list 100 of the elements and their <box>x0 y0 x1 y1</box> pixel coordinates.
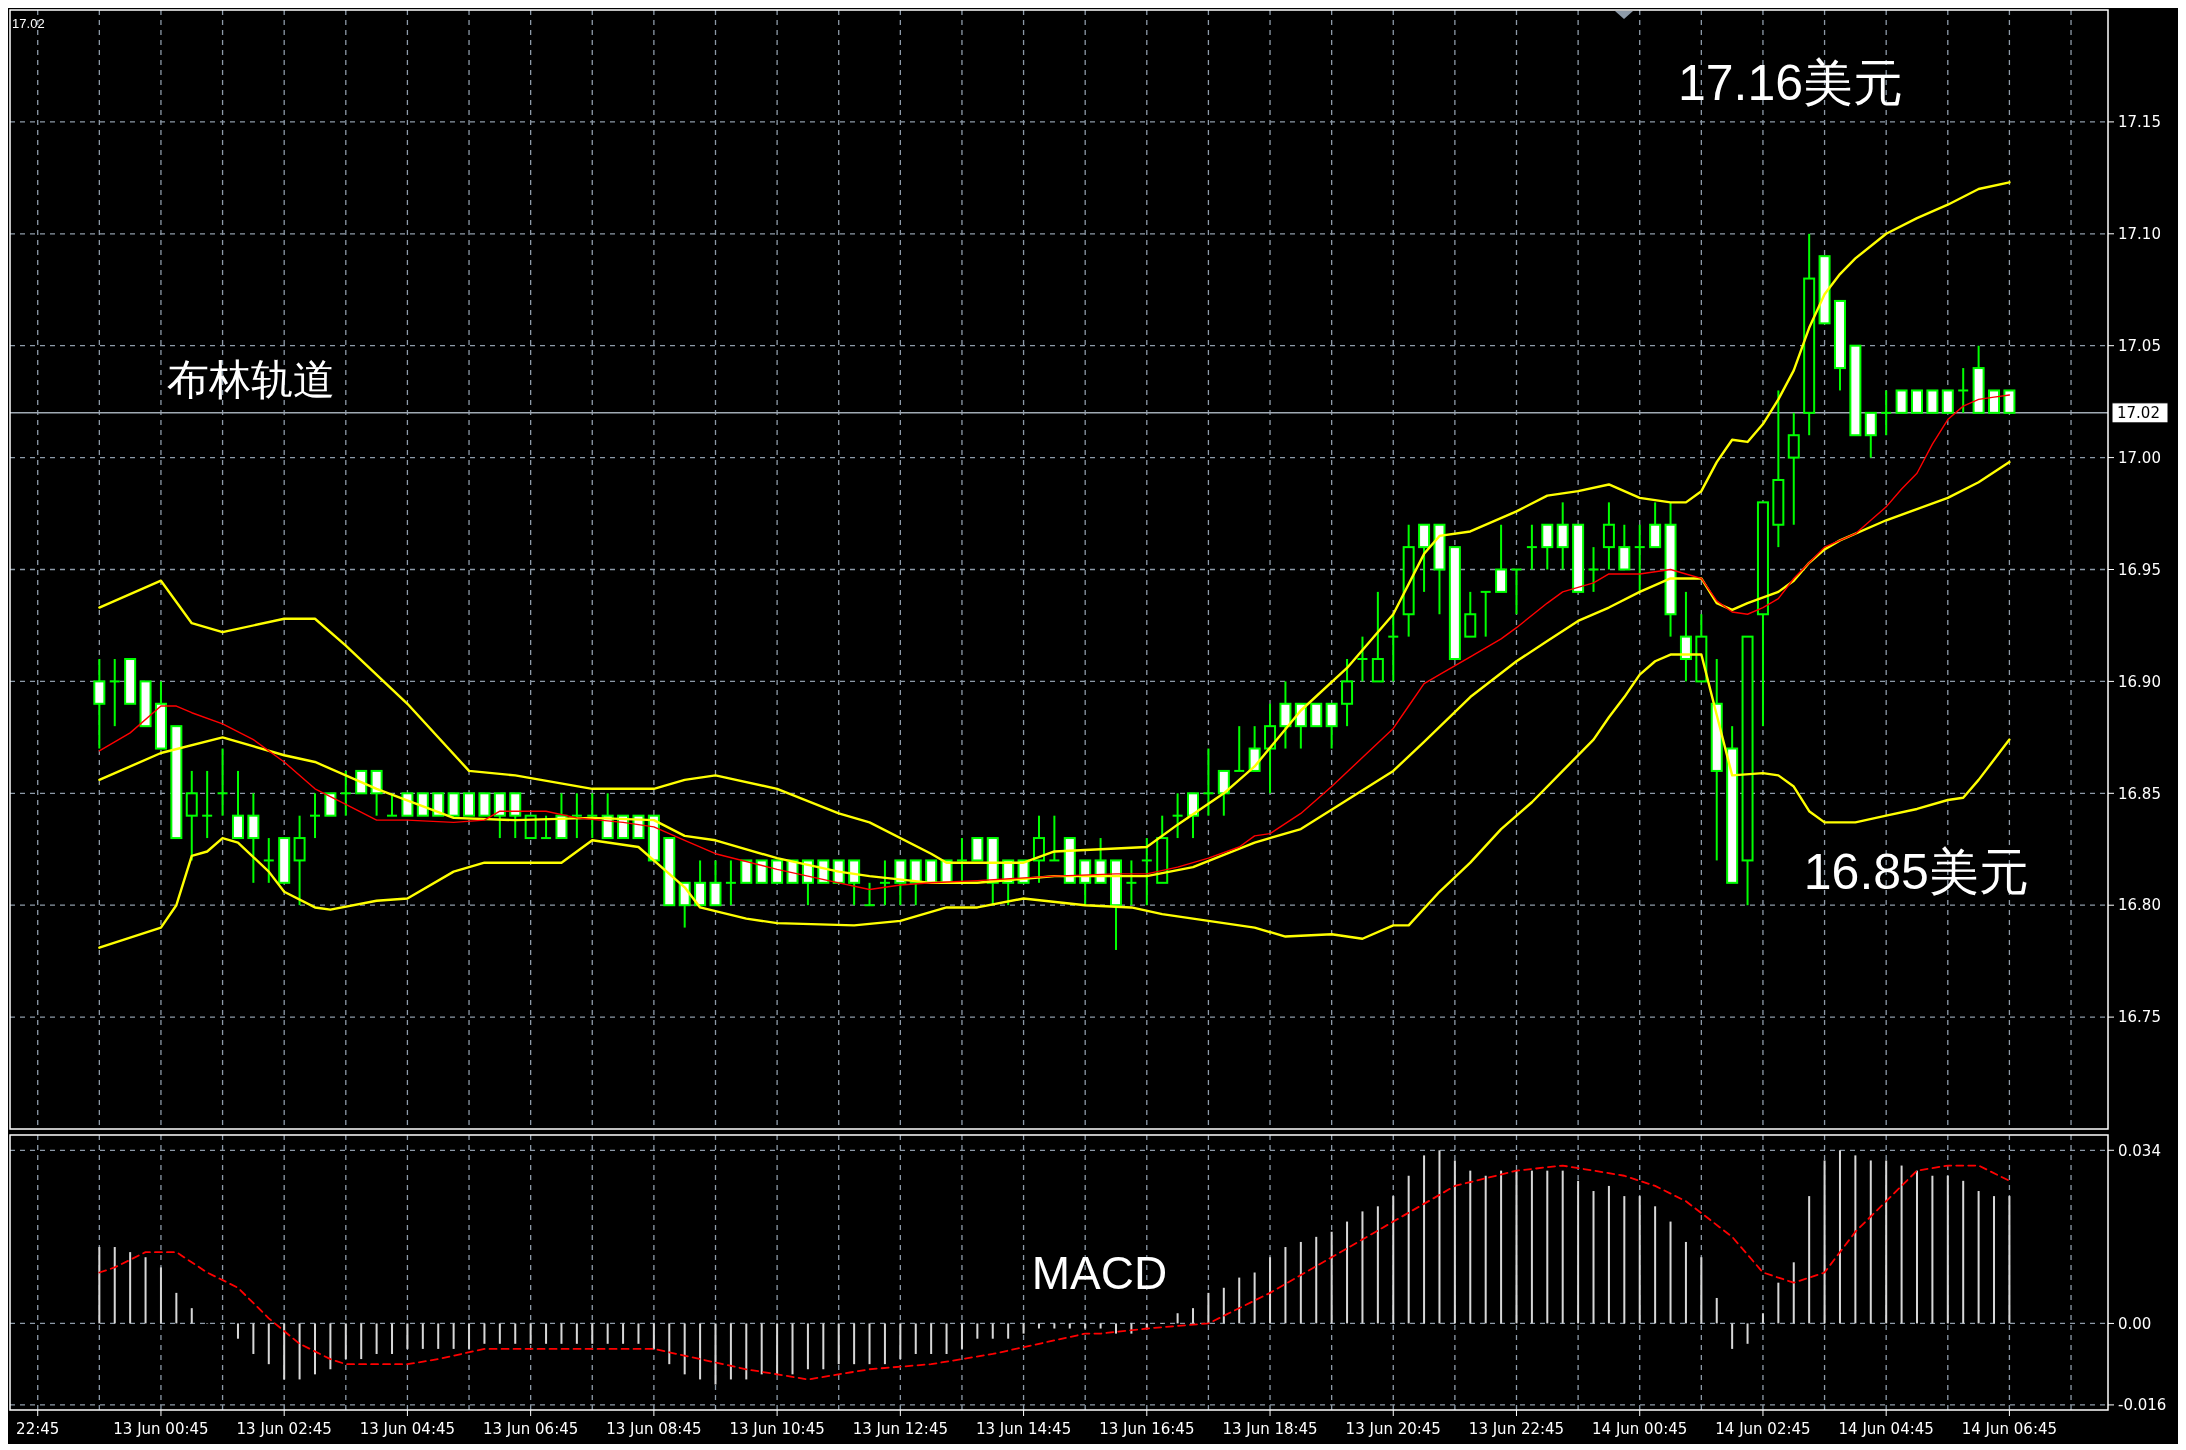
candlestick <box>540 814 553 840</box>
bar <box>914 1323 917 1354</box>
candlestick <box>1649 501 1662 549</box>
y-tick-label: 16.85 <box>2118 784 2161 803</box>
bar <box>1176 1313 1179 1324</box>
bar <box>1931 1175 1934 1324</box>
candlestick <box>586 792 599 840</box>
bar <box>1715 1297 1718 1324</box>
bar <box>1731 1323 1734 1349</box>
candlestick <box>1556 501 1569 571</box>
candlestick <box>293 814 306 907</box>
candlestick <box>863 881 876 907</box>
y-tick-label: 16.75 <box>2118 1008 2161 1027</box>
bar <box>1854 1155 1857 1324</box>
bar <box>514 1323 517 1344</box>
candlestick <box>1140 837 1153 907</box>
bar <box>1376 1206 1379 1324</box>
bar <box>622 1323 625 1344</box>
y-tick-label: 0.00 <box>2118 1314 2152 1333</box>
bar <box>883 1323 886 1365</box>
candlestick <box>201 769 214 840</box>
x-tick-label: 14 Jun 06:45 <box>1961 1420 2058 1438</box>
bar <box>1684 1241 1687 1324</box>
bar <box>560 1323 563 1344</box>
bar <box>1962 1180 1965 1324</box>
candlestick <box>1464 590 1477 638</box>
bar <box>98 1247 101 1324</box>
bar <box>1392 1196 1395 1324</box>
bar <box>960 1323 963 1349</box>
bar <box>375 1323 378 1354</box>
bar <box>976 1323 979 1339</box>
candlestick <box>1926 389 1939 414</box>
candlestick <box>1202 747 1215 817</box>
y-tick-label: 17.15 <box>2118 113 2161 132</box>
bar <box>159 1267 162 1324</box>
bar <box>1207 1292 1210 1324</box>
bar <box>714 1323 717 1385</box>
x-tick-label: 14 Jun 04:45 <box>1838 1420 1934 1438</box>
candlestick <box>771 859 784 884</box>
bar <box>683 1323 686 1375</box>
candlestick <box>848 859 861 907</box>
candlestick <box>1371 590 1384 683</box>
candlestick <box>1264 702 1277 795</box>
ref-line-label: 17.02 <box>2117 404 2160 423</box>
bar <box>1253 1272 1256 1324</box>
bar <box>868 1323 871 1365</box>
candlestick <box>1910 389 1923 414</box>
bar <box>1823 1160 1826 1324</box>
bar <box>113 1247 116 1324</box>
bar <box>498 1323 501 1344</box>
bar <box>1053 1323 1056 1329</box>
candlestick <box>1310 702 1323 728</box>
candlestick <box>1387 613 1400 683</box>
bar <box>1438 1150 1441 1324</box>
bar <box>575 1323 578 1344</box>
bar <box>1484 1175 1487 1324</box>
candlestick <box>1125 859 1138 907</box>
bar <box>236 1323 239 1339</box>
bar <box>1238 1277 1241 1324</box>
candlestick <box>570 792 583 840</box>
candlestick <box>447 792 460 817</box>
bar <box>252 1323 255 1354</box>
candlestick <box>1541 523 1554 571</box>
bar <box>668 1323 671 1365</box>
candlestick <box>1864 411 1877 459</box>
annotation: 17.16美元 <box>1677 55 1904 112</box>
candlestick <box>1479 590 1492 638</box>
bar <box>1007 1323 1010 1339</box>
candlestick <box>216 747 229 817</box>
candlestick <box>231 769 244 840</box>
bar <box>591 1323 594 1344</box>
x-tick-label: 13 Jun 04:45 <box>359 1420 456 1438</box>
candlestick <box>1325 702 1338 750</box>
x-tick-label: 13 Jun 02:45 <box>236 1420 332 1438</box>
candlestick <box>1341 658 1354 728</box>
bar <box>776 1323 779 1375</box>
bar <box>1099 1323 1102 1329</box>
candlestick <box>1957 367 1970 414</box>
candlestick <box>1495 523 1508 593</box>
candlestick <box>1587 546 1600 593</box>
candlestick <box>971 837 984 862</box>
candlestick <box>185 769 198 862</box>
bar <box>1546 1170 1549 1324</box>
bar <box>853 1323 856 1365</box>
candlestick <box>1880 389 1893 437</box>
bar <box>1284 1247 1287 1324</box>
bar <box>945 1323 948 1354</box>
candlestick <box>93 658 106 750</box>
bar <box>745 1323 748 1380</box>
candlestick <box>262 837 275 884</box>
candlestick <box>1279 680 1292 750</box>
bar <box>1561 1170 1564 1324</box>
bar <box>729 1323 732 1380</box>
bar <box>483 1323 486 1344</box>
bar <box>760 1323 763 1375</box>
y-tick-label: 0.034 <box>2118 1141 2161 1160</box>
bar <box>1423 1155 1426 1324</box>
bar <box>1330 1231 1333 1324</box>
bar <box>421 1323 424 1349</box>
candlestick <box>1048 814 1061 862</box>
